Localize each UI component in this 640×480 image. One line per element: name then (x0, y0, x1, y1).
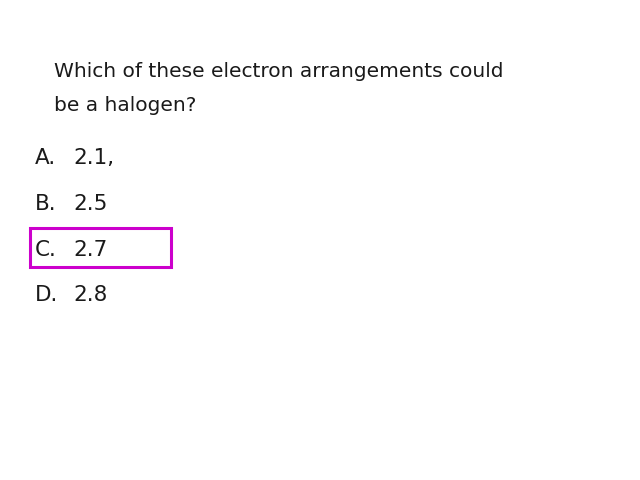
Text: A.: A. (35, 148, 56, 168)
Text: 2.5: 2.5 (74, 194, 108, 214)
Text: be a halogen?: be a halogen? (54, 96, 196, 115)
Text: 2.7: 2.7 (74, 240, 108, 260)
Text: D.: D. (35, 285, 59, 305)
FancyBboxPatch shape (30, 228, 171, 267)
Text: C.: C. (35, 240, 57, 260)
Text: Which of these electron arrangements could: Which of these electron arrangements cou… (54, 62, 504, 82)
Text: B.: B. (35, 194, 57, 214)
Text: 2.1,: 2.1, (74, 148, 115, 168)
Text: 2.8: 2.8 (74, 285, 108, 305)
